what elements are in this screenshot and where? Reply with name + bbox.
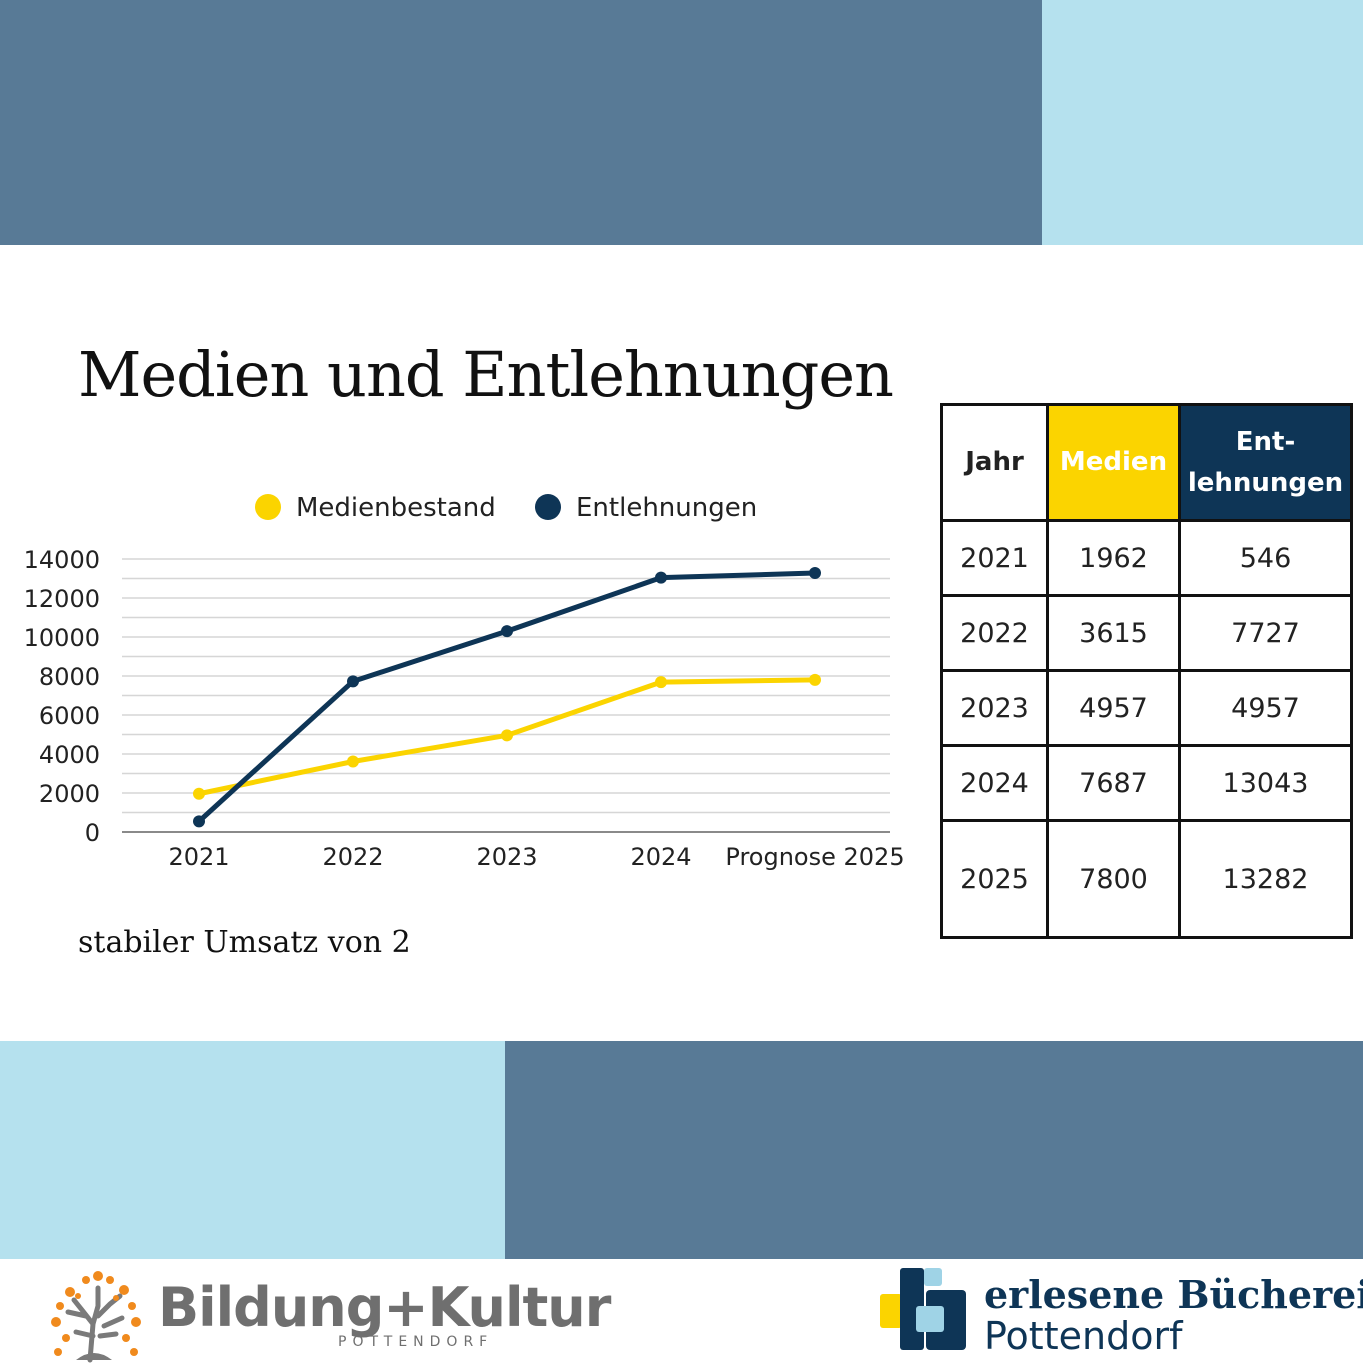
data-point-entlehnungen xyxy=(655,571,667,584)
header-band-dark xyxy=(0,0,1042,245)
table-header-row: Jahr Medien Ent-lehnungen xyxy=(940,403,1353,522)
cell-entlehnungen: 546 xyxy=(1178,519,1353,597)
data-point-medienbestand xyxy=(193,787,205,800)
header-jahr: Jahr xyxy=(940,403,1049,522)
legend-marker-entlehnungen xyxy=(535,494,561,520)
y-tick-label: 2000 xyxy=(39,780,100,808)
data-point-entlehnungen xyxy=(193,815,205,828)
buecherei-name: erlesene Bücherei xyxy=(984,1272,1363,1317)
y-tick-label: 0 xyxy=(85,819,100,847)
data-table: Jahr Medien Ent-lehnungen 2021 1962 546 … xyxy=(940,403,1353,939)
data-point-medienbestand xyxy=(655,676,667,689)
header-medien: Medien xyxy=(1046,403,1181,522)
legend-marker-medienbestand xyxy=(255,494,281,520)
chart-x-axis: 2021 2022 2023 2024 Prognose 2025 xyxy=(168,843,904,871)
data-point-medienbestand xyxy=(809,673,821,686)
bildung-kultur-name: Bildung+Kultur xyxy=(158,1276,611,1339)
cell-jahr: 2025 xyxy=(940,819,1049,939)
line-chart: Medienbestand Entlehnungen 0 2000 4000 6000… xyxy=(24,493,905,871)
series-line-entlehnungen xyxy=(196,570,818,824)
data-point-entlehnungen xyxy=(347,675,359,688)
bildung-kultur-logo: Bildung+Kultur POTTENDORF xyxy=(46,1266,611,1366)
legend-label-entlehnungen: Entlehnungen xyxy=(576,493,757,523)
bildung-kultur-subtitle: POTTENDORF xyxy=(338,1334,494,1350)
y-tick-label: 12000 xyxy=(24,585,100,613)
x-tick-label: Prognose 2025 xyxy=(725,843,904,871)
caption-text: stabiler Umsatz von 2 xyxy=(78,925,411,960)
x-tick-label: 2022 xyxy=(322,843,383,871)
header-entlehnungen-line2: lehnungen xyxy=(1187,467,1344,498)
tree-icon xyxy=(51,1271,141,1363)
x-tick-label: 2021 xyxy=(168,843,229,871)
footer-band-dark xyxy=(505,1041,1363,1259)
data-point-medienbestand xyxy=(501,729,513,742)
y-tick-label: 10000 xyxy=(24,624,100,652)
table-row: 2025 7800 13282 xyxy=(940,819,1353,939)
chart-gridlines xyxy=(122,558,890,833)
cell-jahr: 2022 xyxy=(940,594,1049,672)
cell-entlehnungen: 7727 xyxy=(1178,594,1353,672)
page-title: Medien und Entlehnungen xyxy=(78,338,894,411)
cell-medien: 1962 xyxy=(1046,519,1181,597)
cell-medien: 4957 xyxy=(1046,669,1181,747)
erlesene-buecherei-logo: erlesene Bücherei Pottendorf xyxy=(880,1266,1363,1366)
buecherei-place: Pottendorf xyxy=(984,1314,1183,1358)
series-medienbestand xyxy=(193,673,821,800)
cell-entlehnungen: 13282 xyxy=(1178,819,1353,939)
cell-jahr: 2023 xyxy=(940,669,1049,747)
x-tick-label: 2023 xyxy=(476,843,537,871)
cell-medien: 7687 xyxy=(1046,744,1181,822)
legend-label-medienbestand: Medienbestand xyxy=(296,493,496,523)
y-tick-label: 8000 xyxy=(39,663,100,691)
header-band-light xyxy=(1042,0,1363,245)
header-entlehnungen-line1: Ent- xyxy=(1235,426,1296,457)
header-entlehnungen: Ent-lehnungen xyxy=(1178,403,1353,522)
data-point-entlehnungen xyxy=(809,567,821,580)
cell-entlehnungen: 4957 xyxy=(1178,669,1353,747)
cell-medien: 7800 xyxy=(1046,819,1181,939)
series-entlehnungen xyxy=(193,567,821,828)
chart-y-axis: 0 2000 4000 6000 8000 10000 12000 14000 xyxy=(24,546,100,847)
y-tick-label: 6000 xyxy=(39,702,100,730)
data-point-entlehnungen xyxy=(501,625,513,638)
table-row: 2023 4957 4957 xyxy=(940,669,1353,747)
x-tick-label: 2024 xyxy=(630,843,691,871)
data-point-medienbestand xyxy=(347,755,359,768)
footer-band-light xyxy=(0,1041,505,1259)
cell-jahr: 2021 xyxy=(940,519,1049,597)
table-row: 2024 7687 13043 xyxy=(940,744,1353,822)
cell-entlehnungen: 13043 xyxy=(1178,744,1353,822)
table-row: 2022 3615 7727 xyxy=(940,594,1353,672)
table-row: 2021 1962 546 xyxy=(940,519,1353,597)
cell-medien: 3615 xyxy=(1046,594,1181,672)
chart-series xyxy=(193,567,821,828)
cell-jahr: 2024 xyxy=(940,744,1049,822)
books-icon xyxy=(880,1268,966,1350)
y-tick-label: 4000 xyxy=(39,741,100,769)
y-tick-label: 14000 xyxy=(24,546,100,574)
chart-legend: Medienbestand Entlehnungen xyxy=(255,493,757,523)
